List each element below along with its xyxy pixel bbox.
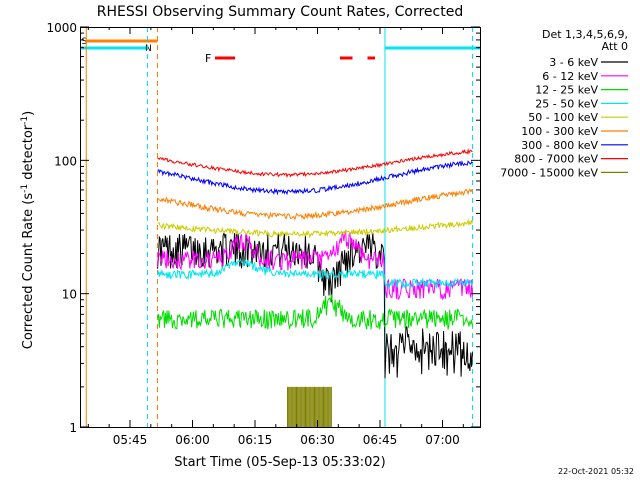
series-line (157, 148, 473, 178)
legend-label: 3 - 6 keV (549, 56, 598, 69)
x-tick-label: 06:15 (238, 433, 273, 447)
saa-flag-label: S (82, 37, 88, 47)
y-tick-label: 100 (54, 154, 77, 168)
data-layer: F S N (80, 27, 480, 427)
flare-flag-label: F (205, 52, 211, 65)
footer-date: 22-Oct-2021 05:32 (558, 467, 634, 476)
series-line (157, 188, 473, 221)
x-tick-label: 06:00 (175, 433, 210, 447)
series-line (157, 257, 473, 290)
x-tick-label: 06:30 (300, 433, 335, 447)
y-axis-label: Corrected Count Rate (s-1 detector-1) (20, 111, 36, 349)
series-line (157, 294, 473, 330)
legend-label: 50 - 100 keV (528, 111, 598, 124)
plot-frame (80, 27, 481, 428)
legend-label: 300 - 800 keV (521, 139, 598, 152)
legend-header-line2: Att 0 (602, 40, 628, 53)
series-line (157, 231, 473, 379)
x-tick-label: 05:45 (113, 433, 148, 447)
legend-header-line1: Det 1,3,4,5,6,9, (542, 28, 628, 41)
series-line (157, 218, 473, 239)
x-axis-label: Start Time (05-Sep-13 05:33:02) (174, 455, 385, 470)
series-line (157, 229, 473, 301)
chart-title: RHESSI Observing Summary Count Rates, Co… (97, 4, 463, 20)
x-tick-label: 06:45 (363, 433, 398, 447)
x-tick-label: 07:00 (425, 433, 460, 447)
legend-label: 7000 - 15000 keV (500, 166, 598, 179)
night-flag-label: N (145, 44, 152, 54)
y-tick-label: 10 (62, 288, 77, 302)
legend-label: 800 - 7000 keV (514, 153, 598, 166)
legend-label: 25 - 50 keV (535, 97, 598, 110)
y-tick-label: 1 (69, 421, 77, 435)
axis-ticks: 05:45 06:00 06:15 06:30 06:45 07:00 1 10 100 1000 (46, 21, 480, 447)
legend-label: 6 - 12 keV (542, 70, 598, 83)
y-tick-label: 1000 (46, 21, 77, 35)
legend-label: 12 - 25 keV (535, 84, 598, 97)
legend-label: 100 - 300 keV (521, 125, 598, 138)
series-line (157, 160, 473, 196)
